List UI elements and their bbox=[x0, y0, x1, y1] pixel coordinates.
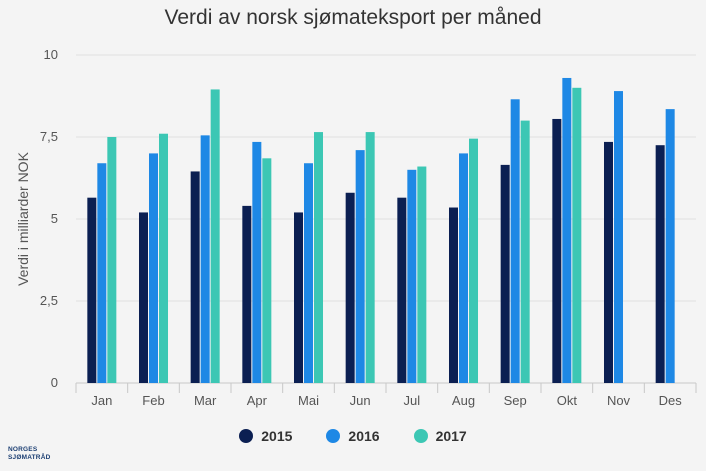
x-tick-label: Apr bbox=[247, 393, 268, 408]
bar-2017-apr bbox=[262, 158, 272, 383]
bar-2015-feb bbox=[139, 212, 148, 383]
bar-2016-jul bbox=[407, 169, 417, 383]
bar-2015-sep bbox=[500, 164, 510, 383]
bar-2015-mar bbox=[190, 171, 200, 383]
bar-2016-aug bbox=[459, 153, 468, 383]
chart-title: Verdi av norsk sjømateksport per måned bbox=[164, 6, 542, 29]
legend-item-2017: 2017 bbox=[413, 428, 467, 444]
bar-2016-jan bbox=[97, 163, 107, 383]
x-tick-label: Nov bbox=[607, 393, 631, 408]
bar-2015-jul bbox=[397, 197, 407, 383]
bar-2016-apr bbox=[252, 141, 262, 383]
x-tick-label: Jul bbox=[404, 393, 421, 408]
norges-sjomatrad-logo: NORGES SJØMATRÅD bbox=[8, 446, 51, 461]
x-tick-label: Jun bbox=[350, 393, 371, 408]
x-tick-label: Okt bbox=[557, 393, 578, 408]
legend-label: 2017 bbox=[435, 428, 467, 444]
bar-2016-des bbox=[665, 109, 675, 384]
x-tick-label: Aug bbox=[452, 393, 475, 408]
bar-2016-nov bbox=[614, 91, 623, 383]
y-tick-label: 2,5 bbox=[40, 293, 58, 308]
y-axis-label: Verdi i milliarder NOK bbox=[15, 151, 31, 285]
bar-2017-mar bbox=[210, 89, 220, 383]
x-tick-label: Sep bbox=[504, 393, 527, 408]
legend-swatch bbox=[326, 429, 341, 443]
bar-2017-sep bbox=[520, 120, 530, 383]
x-tick-label: Jan bbox=[91, 393, 112, 408]
bar-2015-des bbox=[655, 145, 665, 383]
legend-item-2016: 2016 bbox=[326, 428, 380, 444]
x-tick-label: Mar bbox=[194, 393, 217, 408]
legend-swatch bbox=[239, 429, 254, 443]
bar-2015-jan bbox=[87, 197, 97, 383]
bar-2016-okt bbox=[562, 77, 572, 384]
bar-2017-jan bbox=[107, 137, 117, 383]
bar-2017-mai bbox=[314, 132, 323, 383]
legend: 2015 2016 2017 bbox=[0, 428, 706, 444]
bar-2016-sep bbox=[510, 99, 520, 383]
bar-2015-apr bbox=[242, 205, 252, 383]
x-tick-label: Des bbox=[659, 393, 683, 408]
y-tick-label: 7,5 bbox=[40, 129, 58, 144]
bar-2015-jun bbox=[345, 192, 355, 383]
bar-2017-feb bbox=[159, 133, 168, 383]
legend-item-2015: 2015 bbox=[239, 428, 292, 444]
bar-2016-mar bbox=[200, 135, 210, 383]
x-tick-label: Feb bbox=[142, 393, 164, 408]
bar-2017-aug bbox=[469, 138, 478, 383]
bar-2015-mai bbox=[294, 212, 303, 383]
bar-2015-okt bbox=[552, 118, 562, 384]
bar-2015-nov bbox=[604, 141, 613, 383]
legend-swatch bbox=[413, 429, 428, 443]
legend-label: 2016 bbox=[348, 428, 380, 444]
bar-2016-jun bbox=[355, 150, 365, 383]
bar-2015-aug bbox=[449, 207, 458, 383]
bar-2017-jun bbox=[365, 132, 375, 383]
y-tick-label: 5 bbox=[51, 211, 58, 226]
y-tick-label: 0 bbox=[51, 375, 58, 390]
y-tick-label: 10 bbox=[44, 47, 58, 62]
bar-2017-okt bbox=[572, 87, 582, 384]
legend-label: 2015 bbox=[261, 428, 293, 444]
bar-2016-feb bbox=[149, 153, 158, 383]
bar-2016-mai bbox=[304, 163, 313, 383]
x-tick-label: Mai bbox=[298, 393, 319, 408]
bar-2017-jul bbox=[417, 166, 427, 383]
